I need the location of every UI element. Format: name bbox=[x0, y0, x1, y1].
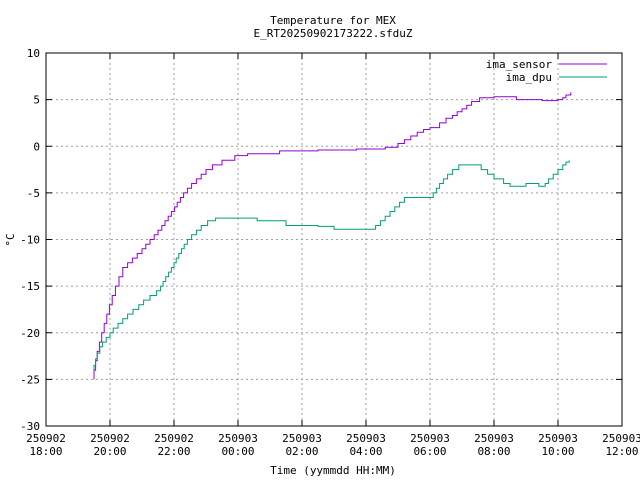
x-axis-label: Time (yymmdd HH:MM) bbox=[270, 464, 396, 477]
series-line-ima-sensor bbox=[93, 92, 572, 380]
y-tick-label: -20 bbox=[20, 327, 40, 340]
x-tick-time-label: 00:00 bbox=[221, 445, 254, 458]
x-tick-time-label: 20:00 bbox=[93, 445, 126, 458]
y-tick-label: -5 bbox=[27, 187, 40, 200]
x-tick-time-label: 04:00 bbox=[349, 445, 382, 458]
x-tick-date-label: 250903 bbox=[410, 432, 450, 445]
y-tick-label: -30 bbox=[20, 420, 40, 433]
y-tick-label: -25 bbox=[20, 373, 40, 386]
chart-title: Temperature for MEX bbox=[270, 14, 396, 27]
x-tick-date-label: 250902 bbox=[154, 432, 194, 445]
x-tick-time-label: 18:00 bbox=[29, 445, 62, 458]
axis-ticks: -30-25-20-15-10-5051025090218:0025090220… bbox=[20, 47, 640, 458]
y-tick-label: -15 bbox=[20, 280, 40, 293]
y-tick-label: -10 bbox=[20, 234, 40, 247]
y-tick-label: 0 bbox=[33, 140, 40, 153]
x-tick-time-label: 10:00 bbox=[541, 445, 574, 458]
x-tick-date-label: 250903 bbox=[474, 432, 514, 445]
y-axis-label: °C bbox=[4, 233, 17, 246]
x-tick-time-label: 06:00 bbox=[413, 445, 446, 458]
grid-lines bbox=[46, 53, 622, 426]
chart-subtitle: E_RT20250902173222.sfduZ bbox=[254, 27, 413, 40]
x-tick-time-label: 22:00 bbox=[157, 445, 190, 458]
x-tick-date-label: 250903 bbox=[538, 432, 578, 445]
x-tick-date-label: 250903 bbox=[602, 432, 640, 445]
x-tick-date-label: 250902 bbox=[26, 432, 66, 445]
x-tick-date-label: 250903 bbox=[282, 432, 322, 445]
y-tick-label: 10 bbox=[27, 47, 40, 60]
data-series bbox=[93, 92, 572, 380]
series-line-ima-dpu bbox=[93, 160, 570, 371]
x-tick-time-label: 08:00 bbox=[477, 445, 510, 458]
y-tick-label: 5 bbox=[33, 94, 40, 107]
x-tick-date-label: 250903 bbox=[346, 432, 386, 445]
x-tick-date-label: 250903 bbox=[218, 432, 258, 445]
x-tick-time-label: 02:00 bbox=[285, 445, 318, 458]
x-tick-time-label: 12:00 bbox=[605, 445, 638, 458]
legend-label: ima_sensor bbox=[486, 58, 553, 71]
legend-label: ima_dpu bbox=[506, 71, 552, 84]
x-tick-date-label: 250902 bbox=[90, 432, 130, 445]
